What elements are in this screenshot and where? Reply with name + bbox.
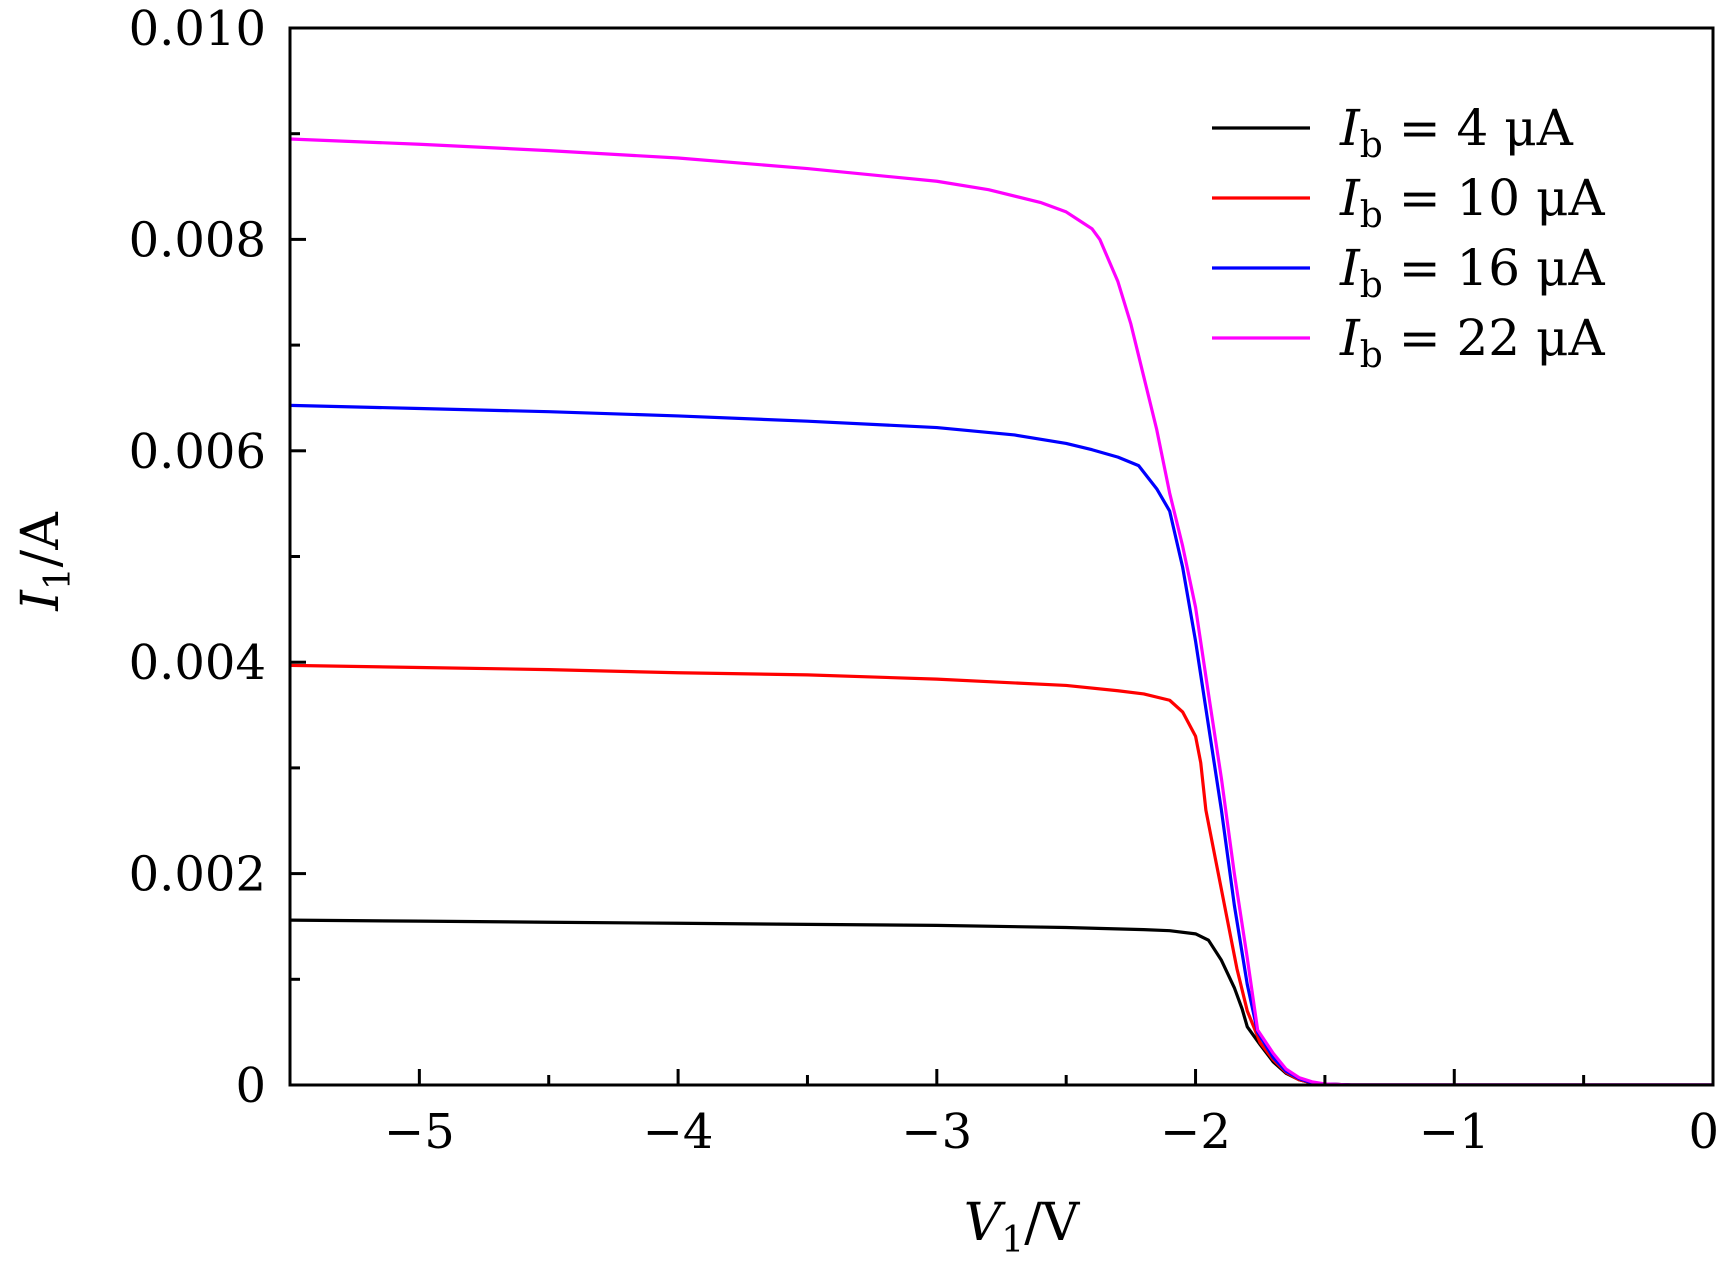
ticks-layer [290,26,1715,1087]
legend-label-4: Ib = 22 μA [1339,309,1606,376]
legend-label-3: Ib = 16 μA [1339,239,1606,306]
x-tick-label: −1 [1419,1104,1490,1160]
y-axis-label: I1/A [11,511,79,612]
x-tick-label: −5 [384,1104,455,1160]
x-tick-label: −3 [901,1104,972,1160]
y-tick-label: 0.008 [129,212,266,268]
series-line-2 [290,663,1713,1085]
plot-frame [288,26,1715,1087]
series-line-4 [290,137,1713,1085]
x-tick-label: −4 [643,1104,714,1160]
series-layer [290,137,1713,1085]
y-tick-label: 0.010 [129,1,266,57]
series-line-1 [290,918,1713,1085]
y-tick-label: 0.006 [129,424,266,480]
x-axis-label: V1/V [964,1193,1081,1261]
y-tick-label: 0 [235,1058,266,1114]
series-line-3 [290,403,1713,1085]
x-tick-label: −2 [1160,1104,1231,1160]
legend-label-1: Ib = 4 μA [1339,99,1574,166]
y-tick-label: 0.002 [129,847,266,903]
legend-label-2: Ib = 10 μA [1339,169,1606,236]
y-tick-label: 0.004 [129,635,266,691]
x-tick-label: 0 [1688,1104,1719,1160]
labels-layer: −5 −4 −3 −2 −1 0 0 0.002 0.004 0.006 0.008 0.010 V1/… [11,1,1719,1261]
